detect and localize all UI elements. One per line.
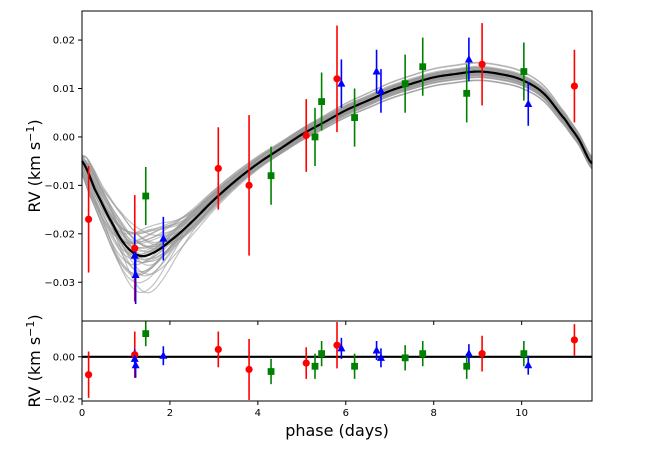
data-point-blue [464, 54, 473, 63]
bottom-markers [84, 330, 579, 379]
x-tick-label: 0 [79, 408, 85, 419]
y-tick-label: −0.02 [44, 229, 75, 240]
data-point-blue [376, 86, 385, 94]
y-tick-label: 0.00 [53, 132, 75, 143]
data-point-blue [159, 351, 168, 359]
data-point-green [351, 362, 358, 370]
data-point-red [302, 359, 310, 367]
data-point-green [267, 172, 275, 180]
data-point-red [302, 131, 310, 140]
data-point-green [401, 80, 409, 88]
y-tick-label: −0.03 [44, 278, 75, 289]
data-point-red [478, 60, 486, 68]
data-point-green [401, 354, 409, 362]
data-point-blue [159, 234, 168, 242]
data-point-red [84, 215, 93, 223]
data-point-green [463, 362, 471, 370]
data-point-green [311, 133, 319, 141]
data-point-red [570, 82, 579, 90]
y-tick-label: 0.02 [53, 36, 75, 47]
data-point-green [351, 114, 358, 121]
data-point-blue [337, 343, 346, 352]
bottom-y-axis-label: RV (km s−1) [24, 314, 44, 407]
data-point-green [311, 362, 319, 370]
data-point-blue [376, 353, 385, 361]
top-panel: 0.02 0.01 0.00 −0.01 −0.02 −0.03 RV (km s−1) [24, 10, 593, 322]
y-tick-label: −0.02 [44, 394, 75, 405]
data-point-blue [131, 360, 140, 369]
data-point-blue [337, 79, 346, 87]
top-y-ticks: 0.02 0.01 0.00 −0.01 −0.02 −0.03 [44, 36, 82, 289]
data-point-blue [372, 67, 381, 75]
data-point-green [142, 192, 150, 200]
y-tick-label: 0.00 [53, 352, 75, 363]
y-tick-label: 0.01 [53, 84, 75, 95]
data-point-green [520, 68, 528, 75]
data-point-blue [464, 349, 473, 357]
x-ticks: 0 2 4 6 8 10 [79, 321, 528, 419]
x-tick-label: 8 [431, 408, 437, 419]
y-tick-label: −0.01 [44, 181, 75, 192]
bottom-panel-frame [81, 320, 593, 402]
x-tick-label: 2 [167, 408, 173, 419]
data-point-red [214, 164, 222, 173]
data-point-blue [372, 345, 381, 354]
x-axis-label: phase (days) [285, 421, 389, 440]
data-point-green [318, 98, 326, 105]
data-point-red [84, 371, 93, 379]
x-tick-label: 10 [515, 408, 528, 419]
data-point-blue [524, 360, 533, 369]
x-tick-label: 6 [343, 408, 349, 419]
data-point-red [245, 365, 253, 374]
data-point-red [333, 341, 341, 349]
bottom-y-ticks: 0.00 −0.02 [44, 352, 82, 405]
data-point-green [419, 350, 427, 358]
bottom-panel: 0.00 −0.02 RV (km s−1) [24, 314, 593, 408]
data-point-red [333, 75, 341, 83]
data-point-red [131, 244, 139, 252]
top-markers [84, 54, 579, 278]
data-point-red [478, 350, 486, 358]
data-point-blue [524, 99, 533, 107]
data-point-green [419, 63, 427, 71]
data-point-green [463, 89, 471, 97]
data-point-blue [130, 251, 139, 259]
data-point-green [318, 350, 326, 358]
bottom-errorbars [87, 321, 576, 400]
data-point-red [570, 336, 579, 344]
data-point-green [142, 330, 150, 338]
top-y-axis-label: RV (km s−1) [24, 119, 44, 212]
data-point-green [520, 350, 528, 358]
data-point-blue [131, 270, 140, 278]
x-tick-label: 4 [255, 408, 261, 419]
data-point-blue [130, 354, 139, 362]
data-point-green [267, 368, 275, 375]
data-point-red [214, 345, 222, 354]
data-point-red [245, 181, 253, 189]
